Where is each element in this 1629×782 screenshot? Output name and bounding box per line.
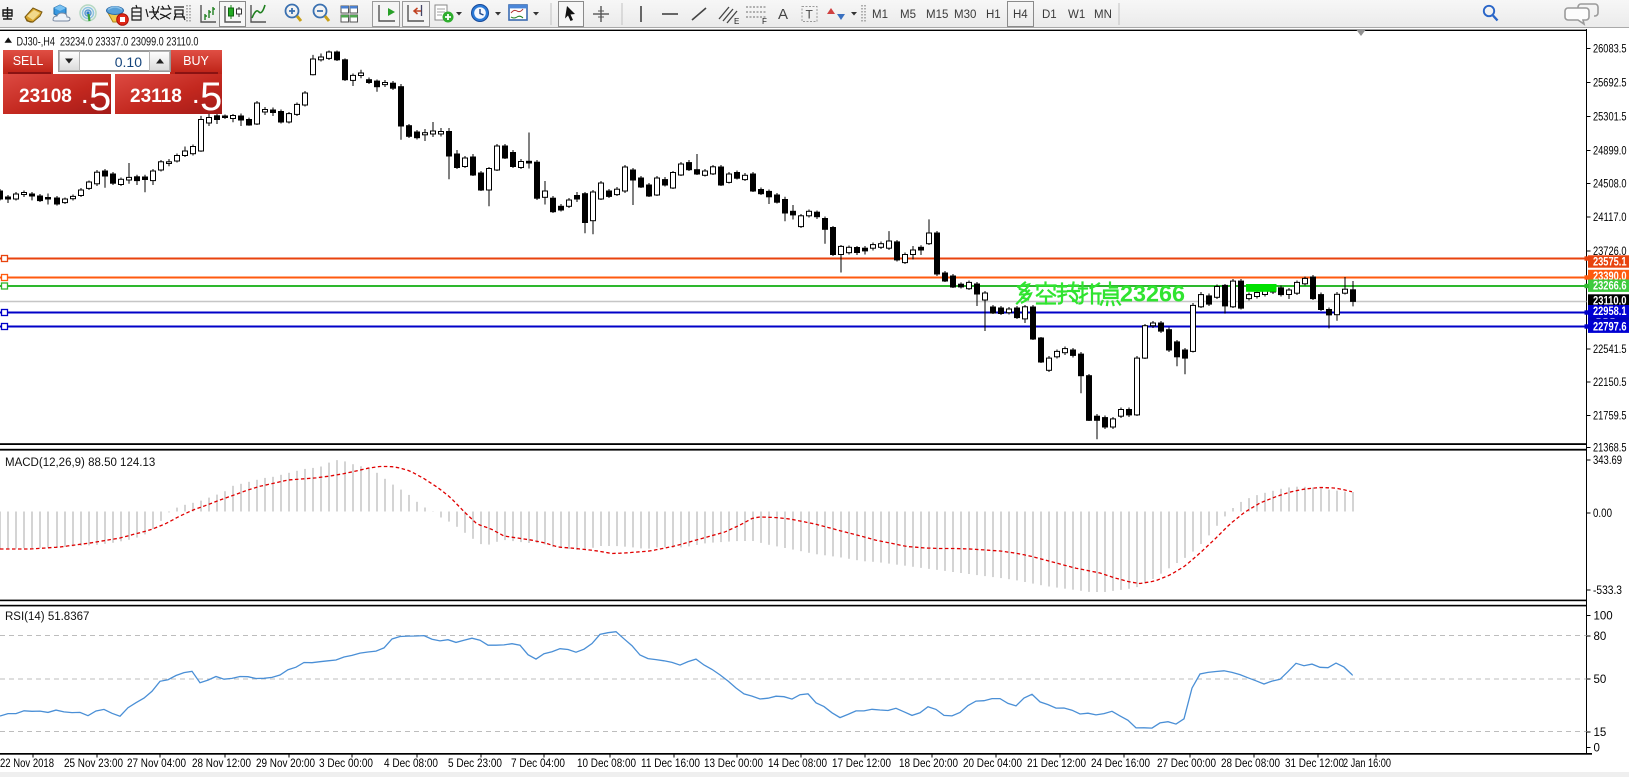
svg-text:22797.6: 22797.6 bbox=[1593, 322, 1627, 334]
svg-text:DJ30-,H4 23234.0 23337.0 2309: DJ30-,H4 23234.0 23337.0 23099.0 23110.0 bbox=[17, 34, 199, 48]
svg-text:14 Dec 08:00: 14 Dec 08:00 bbox=[768, 758, 827, 770]
svg-text:22541.5: 22541.5 bbox=[1593, 344, 1627, 356]
svg-text:21759.5: 21759.5 bbox=[1593, 411, 1627, 423]
svg-text:343.69: 343.69 bbox=[1593, 455, 1622, 467]
svg-text:2 Jan 16:00: 2 Jan 16:00 bbox=[1343, 758, 1391, 770]
svg-text:0.00: 0.00 bbox=[1593, 508, 1612, 520]
svg-text:27 Nov 04:00: 27 Nov 04:00 bbox=[127, 758, 186, 770]
svg-text:H1: H1 bbox=[986, 9, 1001, 21]
svg-text:27 Dec 00:00: 27 Dec 00:00 bbox=[1157, 758, 1216, 770]
svg-text:24508.0: 24508.0 bbox=[1593, 179, 1627, 191]
svg-text:D1: D1 bbox=[1042, 9, 1057, 21]
svg-text:25 Nov 23:00: 25 Nov 23:00 bbox=[64, 758, 123, 770]
svg-text:15: 15 bbox=[1594, 727, 1607, 739]
svg-text:11 Dec 16:00: 11 Dec 16:00 bbox=[641, 758, 700, 770]
svg-text:28 Dec 08:00: 28 Dec 08:00 bbox=[1221, 758, 1280, 770]
svg-text:21368.5: 21368.5 bbox=[1593, 443, 1627, 455]
svg-text:20 Dec 04:00: 20 Dec 04:00 bbox=[963, 758, 1022, 770]
svg-text:23575.1: 23575.1 bbox=[1593, 257, 1627, 269]
svg-text:4 Dec 08:00: 4 Dec 08:00 bbox=[384, 758, 438, 770]
svg-text:W1: W1 bbox=[1068, 9, 1085, 21]
svg-text:H4: H4 bbox=[1013, 9, 1028, 21]
svg-text:13 Dec 00:00: 13 Dec 00:00 bbox=[704, 758, 763, 770]
svg-text:29 Nov 20:00: 29 Nov 20:00 bbox=[256, 758, 315, 770]
svg-text:24117.0: 24117.0 bbox=[1593, 212, 1627, 224]
svg-text:E: E bbox=[734, 17, 739, 26]
svg-text:25301.5: 25301.5 bbox=[1593, 112, 1627, 124]
svg-text:24899.0: 24899.0 bbox=[1593, 146, 1627, 158]
svg-text:RSI(14) 51.8367: RSI(14) 51.8367 bbox=[5, 611, 89, 623]
svg-text:50: 50 bbox=[1594, 674, 1607, 686]
svg-text:28 Nov 12:00: 28 Nov 12:00 bbox=[192, 758, 251, 770]
svg-text:17 Dec 12:00: 17 Dec 12:00 bbox=[832, 758, 891, 770]
svg-text:T: T bbox=[806, 8, 814, 22]
svg-text:M5: M5 bbox=[900, 9, 916, 21]
svg-text:MN: MN bbox=[1094, 9, 1112, 21]
svg-text:10 Dec 08:00: 10 Dec 08:00 bbox=[577, 758, 636, 770]
svg-text:24 Dec 16:00: 24 Dec 16:00 bbox=[1091, 758, 1150, 770]
svg-text:-533.3: -533.3 bbox=[1593, 585, 1622, 597]
svg-text:5 Dec 23:00: 5 Dec 23:00 bbox=[448, 758, 502, 770]
svg-text:M30: M30 bbox=[954, 9, 976, 21]
svg-text:0: 0 bbox=[1594, 743, 1600, 755]
svg-text:26083.5: 26083.5 bbox=[1593, 44, 1627, 56]
svg-text:M1: M1 bbox=[872, 9, 888, 21]
svg-text:31 Dec 12:00: 31 Dec 12:00 bbox=[1285, 758, 1344, 770]
svg-text:22 Nov 2018: 22 Nov 2018 bbox=[0, 758, 54, 770]
svg-text:18 Dec 20:00: 18 Dec 20:00 bbox=[899, 758, 958, 770]
svg-text:23266: 23266 bbox=[1120, 281, 1185, 307]
svg-text:7 Dec 04:00: 7 Dec 04:00 bbox=[511, 758, 565, 770]
svg-text:80: 80 bbox=[1594, 631, 1607, 643]
svg-text:3 Dec 00:00: 3 Dec 00:00 bbox=[319, 758, 373, 770]
svg-text:23726.0: 23726.0 bbox=[1593, 246, 1627, 258]
svg-text:22958.1: 22958.1 bbox=[1593, 306, 1627, 318]
svg-text:23110.0: 23110.0 bbox=[1593, 296, 1627, 308]
svg-text:22150.5: 22150.5 bbox=[1593, 377, 1627, 389]
svg-text:M15: M15 bbox=[926, 9, 948, 21]
svg-text:100: 100 bbox=[1594, 611, 1613, 623]
svg-text:23266.6: 23266.6 bbox=[1593, 281, 1627, 293]
svg-text:MACD(12,26,9) 88.50 124.13: MACD(12,26,9) 88.50 124.13 bbox=[5, 457, 155, 469]
svg-text:A: A bbox=[778, 6, 788, 23]
svg-text:F: F bbox=[762, 17, 767, 26]
svg-text:25692.5: 25692.5 bbox=[1593, 78, 1627, 90]
svg-text:21 Dec 12:00: 21 Dec 12:00 bbox=[1027, 758, 1086, 770]
